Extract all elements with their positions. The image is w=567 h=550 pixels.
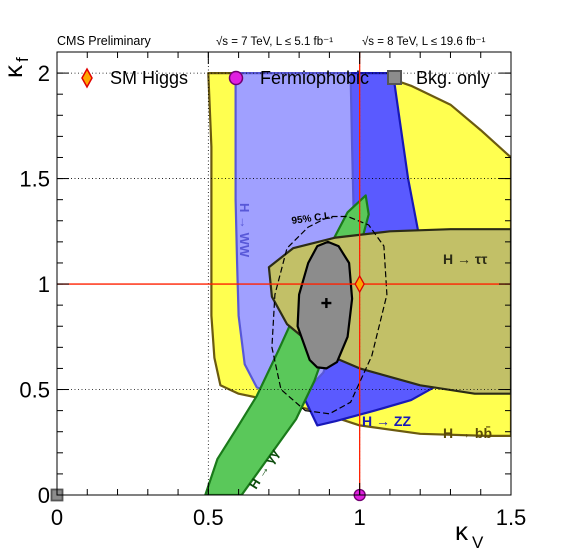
legend-sm-marker <box>81 67 93 89</box>
svg-text:κ: κ <box>455 516 469 546</box>
experiment-label: CMS Preliminary <box>57 34 152 48</box>
lumi-7tev-label: √s = 7 TeV, L ≤ 5.1 fb⁻¹ <box>216 35 333 48</box>
contour-combined-95-c-l <box>271 215 388 415</box>
legend-bkg-marker <box>387 70 402 85</box>
y-tick-label: 0 <box>38 483 50 508</box>
label-hzz: H → ZZ <box>362 413 411 429</box>
y-tick-label: 1 <box>38 272 50 297</box>
x-tick-label: 1.5 <box>496 505 527 530</box>
label-hbb: H → bb̄ <box>443 424 492 441</box>
y-tick-label: 2 <box>38 61 50 86</box>
x-axis-title: κ V <box>455 516 484 550</box>
svg-text:f: f <box>13 57 32 62</box>
svg-text:κ: κ <box>0 64 28 78</box>
y-axis-title: κ f <box>0 57 32 78</box>
x-tick-label: 1 <box>354 505 366 530</box>
x-tick-label: 0 <box>51 505 63 530</box>
label-htautau: H → ττ <box>443 251 488 267</box>
legend-fermiophobic-marker <box>228 70 244 86</box>
y-tick-label: 1.5 <box>19 167 50 192</box>
reference-lines <box>57 52 511 495</box>
x-tick-label: 0.5 <box>193 505 224 530</box>
legend-fermiophobic-label: Fermiophobic <box>260 68 369 88</box>
axes-frame <box>56 51 512 496</box>
svg-text:V: V <box>472 533 484 550</box>
lumi-8tev-label: √s = 8 TeV, L ≤ 19.6 fb⁻¹ <box>362 35 486 48</box>
y-tick-label: 0.5 <box>19 378 50 403</box>
marker-sm-higgs <box>354 274 365 294</box>
contour-combined-68-c-l <box>296 240 354 370</box>
axis-ticks: 0 0.5 1 1.5 0 0.5 1 1.5 2 <box>19 52 526 530</box>
legend-bkg-label: Bkg. only <box>416 68 490 88</box>
legend: SM Higgs Fermiophobic Bkg. only <box>81 67 490 89</box>
marker-best-fit <box>321 298 332 309</box>
legend-sm-label: SM Higgs <box>110 68 188 88</box>
label-hww: H → WW <box>237 203 252 258</box>
